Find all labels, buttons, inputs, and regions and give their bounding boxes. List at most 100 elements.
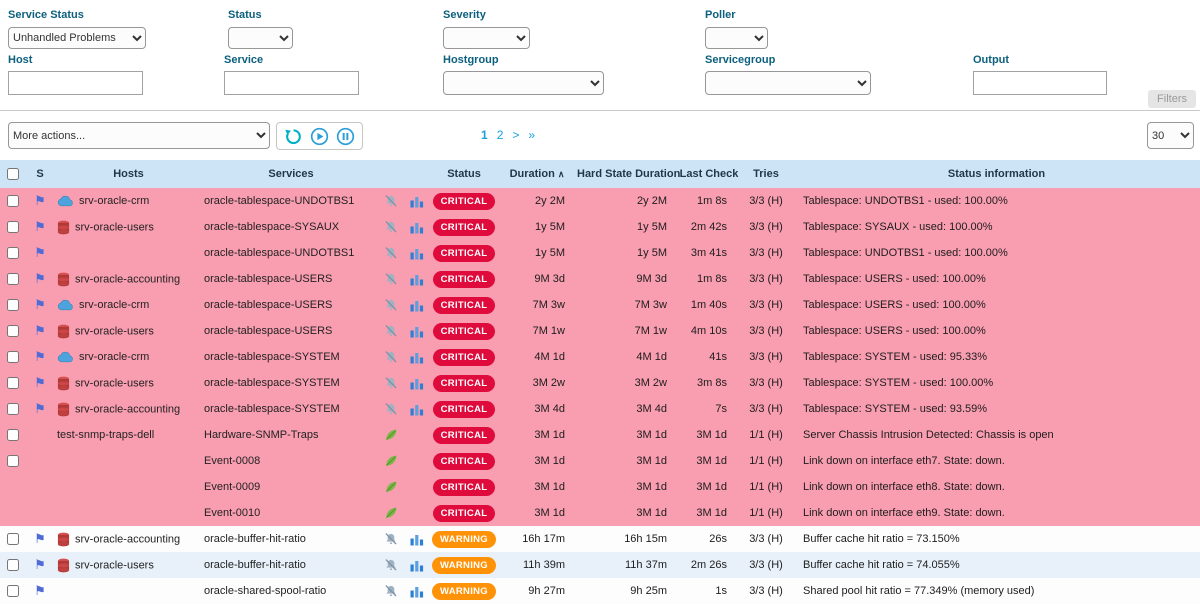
- flag-icon[interactable]: ⚑: [34, 219, 46, 234]
- host-link[interactable]: srv-oracle-crm: [79, 194, 150, 207]
- status-select[interactable]: [228, 27, 293, 49]
- host-link[interactable]: srv-oracle-users: [75, 376, 154, 389]
- chart-icon[interactable]: [410, 299, 424, 311]
- passive-check-icon[interactable]: [384, 429, 398, 441]
- next-page-link[interactable]: >: [512, 128, 520, 142]
- notifications-disabled-icon[interactable]: [384, 221, 398, 233]
- row-checkbox[interactable]: [7, 221, 19, 234]
- service-link[interactable]: oracle-tablespace-SYSAUX: [204, 221, 340, 233]
- row-checkbox[interactable]: [7, 351, 19, 364]
- flag-icon[interactable]: ⚑: [34, 323, 46, 338]
- header-hosts[interactable]: Hosts: [54, 160, 203, 188]
- service-link[interactable]: Hardware-SNMP-Traps: [204, 429, 319, 441]
- page-size-select[interactable]: 30: [1147, 122, 1194, 149]
- notifications-disabled-icon[interactable]: [384, 299, 398, 311]
- page-2-link[interactable]: 2: [496, 128, 504, 142]
- poller-select[interactable]: [705, 27, 768, 49]
- chart-icon[interactable]: [410, 403, 424, 415]
- host-link[interactable]: srv-oracle-accounting: [75, 532, 181, 545]
- chart-icon[interactable]: [410, 221, 424, 233]
- service-link[interactable]: oracle-tablespace-SYSTEM: [204, 377, 340, 389]
- chart-icon[interactable]: [410, 533, 424, 545]
- service-link[interactable]: Event-0008: [204, 455, 261, 467]
- row-checkbox[interactable]: [7, 273, 19, 286]
- page-1-link[interactable]: 1: [481, 128, 488, 142]
- header-last-check[interactable]: Last Check: [679, 160, 739, 188]
- host-link[interactable]: srv-oracle-accounting: [75, 272, 181, 285]
- header-tries[interactable]: Tries: [739, 160, 793, 188]
- output-input[interactable]: [973, 71, 1107, 95]
- notifications-disabled-icon[interactable]: [384, 195, 398, 207]
- flag-icon[interactable]: ⚑: [34, 193, 46, 208]
- flag-icon[interactable]: ⚑: [34, 349, 46, 364]
- service-status-select[interactable]: Unhandled Problems: [8, 27, 146, 49]
- host-link[interactable]: test-snmp-traps-dell: [57, 429, 155, 441]
- service-link[interactable]: Event-0010: [204, 507, 261, 519]
- chart-icon[interactable]: [410, 247, 424, 259]
- chart-icon[interactable]: [410, 325, 424, 337]
- notifications-disabled-icon[interactable]: [384, 247, 398, 259]
- service-link[interactable]: Event-0009: [204, 481, 261, 493]
- notifications-disabled-icon[interactable]: [384, 325, 398, 337]
- host-link[interactable]: srv-oracle-users: [75, 220, 154, 233]
- notifications-disabled-icon[interactable]: [384, 273, 398, 285]
- chart-icon[interactable]: [410, 351, 424, 363]
- service-link[interactable]: oracle-tablespace-USERS: [204, 273, 333, 285]
- notifications-disabled-icon[interactable]: [384, 351, 398, 363]
- row-checkbox[interactable]: [7, 429, 19, 442]
- flag-icon[interactable]: ⚑: [34, 401, 46, 416]
- chart-icon[interactable]: [410, 195, 424, 207]
- flag-icon[interactable]: ⚑: [34, 583, 46, 598]
- chart-icon[interactable]: [410, 585, 424, 597]
- servicegroup-select[interactable]: [705, 71, 871, 95]
- service-link[interactable]: oracle-tablespace-UNDOTBS1: [204, 247, 355, 259]
- chart-icon[interactable]: [410, 273, 424, 285]
- passive-check-icon[interactable]: [384, 455, 398, 467]
- service-link[interactable]: oracle-tablespace-UNDOTBS1: [204, 195, 355, 207]
- header-duration[interactable]: Duration ∧: [497, 160, 577, 188]
- header-services[interactable]: Services: [203, 160, 379, 188]
- header-s[interactable]: S: [26, 160, 54, 188]
- service-input[interactable]: [224, 71, 359, 95]
- header-status-information[interactable]: Status information: [793, 160, 1200, 188]
- row-checkbox[interactable]: [7, 377, 19, 390]
- host-input[interactable]: [8, 71, 143, 95]
- notifications-disabled-icon[interactable]: [384, 585, 398, 597]
- host-link[interactable]: srv-oracle-crm: [79, 350, 150, 363]
- service-link[interactable]: oracle-tablespace-USERS: [204, 325, 333, 337]
- notifications-disabled-icon[interactable]: [384, 533, 398, 545]
- host-link[interactable]: srv-oracle-crm: [79, 298, 150, 311]
- header-status[interactable]: Status: [431, 160, 497, 188]
- service-link[interactable]: oracle-tablespace-SYSTEM: [204, 403, 340, 415]
- header-hard-state-duration[interactable]: Hard State Duration: [577, 160, 680, 188]
- service-link[interactable]: oracle-buffer-hit-ratio: [204, 533, 306, 545]
- service-link[interactable]: oracle-buffer-hit-ratio: [204, 559, 306, 571]
- row-checkbox[interactable]: [7, 299, 19, 312]
- row-checkbox[interactable]: [7, 455, 19, 468]
- chart-icon[interactable]: [410, 377, 424, 389]
- notifications-disabled-icon[interactable]: [384, 403, 398, 415]
- row-checkbox[interactable]: [7, 403, 19, 416]
- passive-check-icon[interactable]: [384, 507, 398, 519]
- row-checkbox[interactable]: [7, 559, 19, 572]
- row-checkbox[interactable]: [7, 585, 19, 598]
- notifications-disabled-icon[interactable]: [384, 377, 398, 389]
- notifications-disabled-icon[interactable]: [384, 559, 398, 571]
- service-link[interactable]: oracle-tablespace-SYSTEM: [204, 351, 340, 363]
- host-link[interactable]: srv-oracle-accounting: [75, 402, 181, 415]
- row-checkbox[interactable]: [7, 533, 19, 546]
- play-button[interactable]: [310, 127, 329, 146]
- passive-check-icon[interactable]: [384, 481, 398, 493]
- filters-toggle-button[interactable]: Filters: [1148, 90, 1196, 108]
- row-checkbox[interactable]: [7, 195, 19, 208]
- flag-icon[interactable]: ⚑: [34, 375, 46, 390]
- row-checkbox[interactable]: [7, 325, 19, 338]
- host-link[interactable]: srv-oracle-users: [75, 324, 154, 337]
- more-actions-select[interactable]: More actions...: [8, 122, 270, 149]
- select-all-checkbox[interactable]: [7, 168, 19, 181]
- chart-icon[interactable]: [410, 559, 424, 571]
- pause-button[interactable]: [336, 127, 355, 146]
- severity-select[interactable]: [443, 27, 530, 49]
- row-checkbox[interactable]: [7, 247, 19, 260]
- flag-icon[interactable]: ⚑: [34, 271, 46, 286]
